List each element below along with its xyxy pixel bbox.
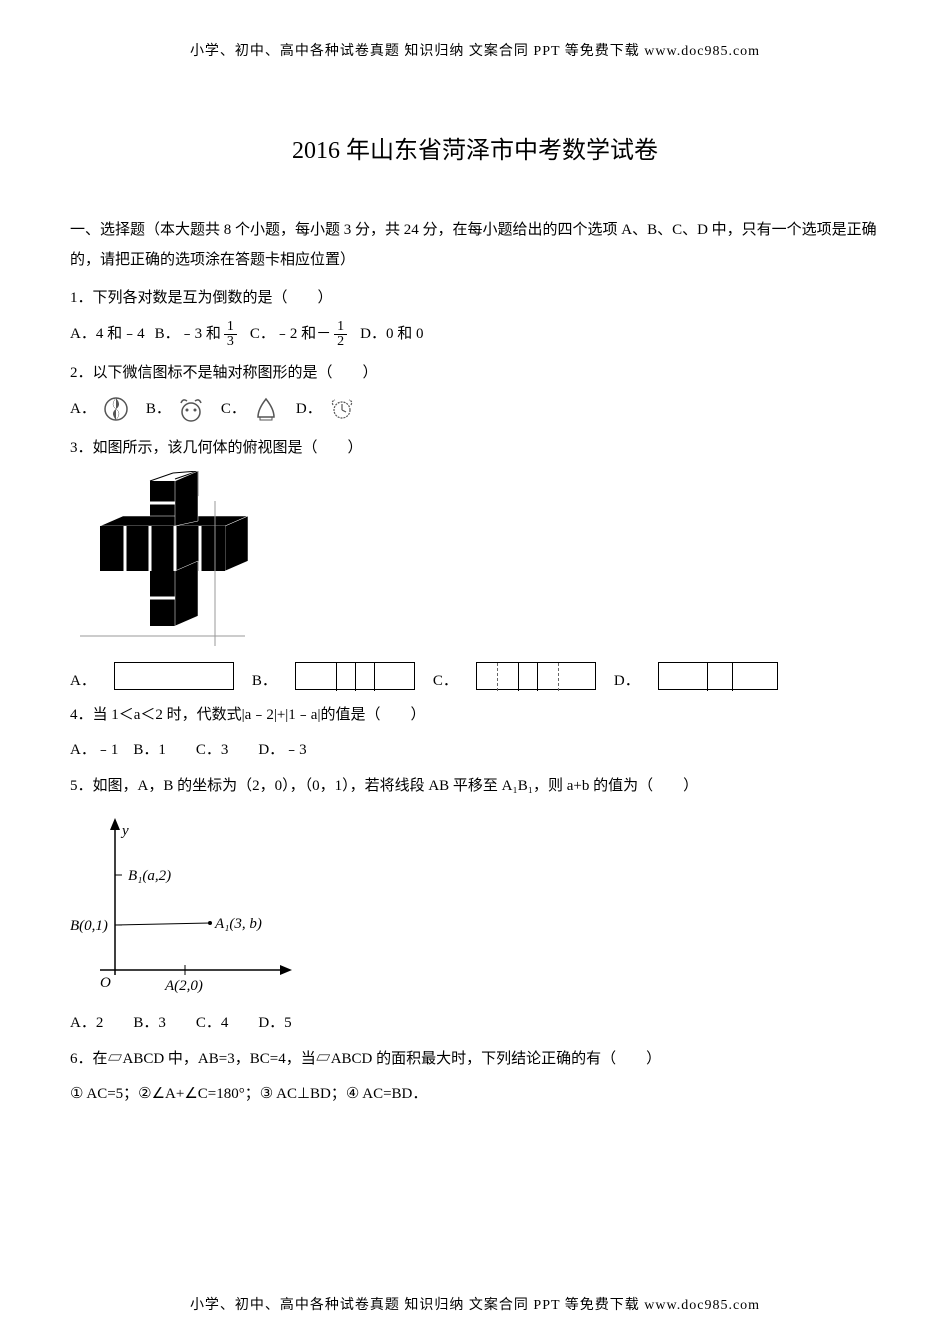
question-3-figure <box>70 471 880 656</box>
question-3-options: A． B． C． D． <box>70 662 880 690</box>
wechat-icon-b <box>177 395 205 423</box>
question-2-options: A． B． C． D． <box>70 394 880 426</box>
graph-a1-label: A₁(3, b) <box>214 916 262 932</box>
graph-o-label: O <box>100 975 111 991</box>
question-4-options: A．﹣1 B．1 C．3 D．﹣3 <box>70 735 880 767</box>
q3-label-c: C． <box>433 669 458 690</box>
q1-option-d: D．0 和 0 <box>360 319 423 351</box>
fraction-1-3: 1 3 <box>224 320 237 349</box>
graph-y-label: y <box>120 823 129 839</box>
wechat-icon-d <box>328 395 356 423</box>
question-3: 3．如图所示，该几何体的俯视图是（ ） <box>70 433 880 465</box>
question-2: 2．以下微信图标不是轴对称图形的是（ ） <box>70 358 880 390</box>
graph-b-label: B(0,1) <box>70 918 108 934</box>
q2-option-b: B． <box>146 394 211 426</box>
exam-title: 2016 年山东省菏泽市中考数学试卷 <box>70 130 880 165</box>
page-footer: 小学、初中、高中各种试卷真题 知识归纳 文案合同 PPT 等免费下载 www.d… <box>0 1294 950 1314</box>
question-1: 1．下列各对数是互为倒数的是（ ） <box>70 283 880 315</box>
question-5-options: A．2 B．3 C．4 D．5 <box>70 1008 880 1040</box>
question-5: 5．如图，A，B 的坐标为（2，0），（0，1），若将线段 AB 平移至 A₁B… <box>70 771 880 803</box>
question-6-items: ① AC=5；②∠A+∠C=180°；③ AC⊥BD；④ AC=BD． <box>70 1079 880 1111</box>
question-4: 4．当 1＜a＜2 时，代数式|a﹣2|+|1﹣a|的值是（ ） <box>70 700 880 732</box>
q3-label-a: A． <box>70 669 96 690</box>
geometry-3d-icon <box>70 471 250 651</box>
graph-a-label: A(2,0) <box>164 978 203 994</box>
q3-option-b-rect <box>295 662 415 690</box>
q2-option-c: C． <box>221 394 286 426</box>
fraction-1-2: 1 2 <box>334 320 347 349</box>
q1-option-c: C．﹣2 和 － 1 2 <box>250 319 350 351</box>
q1-option-b: B．﹣3 和 1 3 <box>155 319 240 351</box>
question-6: 6．在▱ABCD 中，AB=3，BC=4，当▱ABCD 的面积最大时，下列结论正… <box>70 1044 880 1076</box>
q2-option-d: D． <box>296 394 362 426</box>
q3-option-c-rect <box>476 662 596 690</box>
coordinate-graph-icon: y O B₁(a,2) B(0,1) A₁(3, b) A(2,0) <box>70 810 300 1000</box>
q2-option-a: A． <box>70 394 136 426</box>
q3-option-d-rect <box>658 662 778 690</box>
wechat-icon-a <box>102 395 130 423</box>
question-1-options: A．4 和﹣4 B．﹣3 和 1 3 C．﹣2 和 － 1 2 D．0 和 0 <box>70 319 880 351</box>
page-header: 小学、初中、高中各种试卷真题 知识归纳 文案合同 PPT 等免费下载 www.d… <box>70 40 880 60</box>
wechat-icon-c <box>252 395 280 423</box>
question-5-graph: y O B₁(a,2) B(0,1) A₁(3, b) A(2,0) <box>70 810 300 1000</box>
q3-label-d: D． <box>614 669 640 690</box>
graph-b1-label: B₁(a,2) <box>128 868 171 884</box>
section-1-header: 一、选择题（本大题共 8 个小题，每小题 3 分，共 24 分，在每小题给出的四… <box>70 215 880 275</box>
q1-option-a: A．4 和﹣4 <box>70 319 145 351</box>
q3-label-b: B． <box>252 669 277 690</box>
q3-option-a-rect <box>114 662 234 690</box>
